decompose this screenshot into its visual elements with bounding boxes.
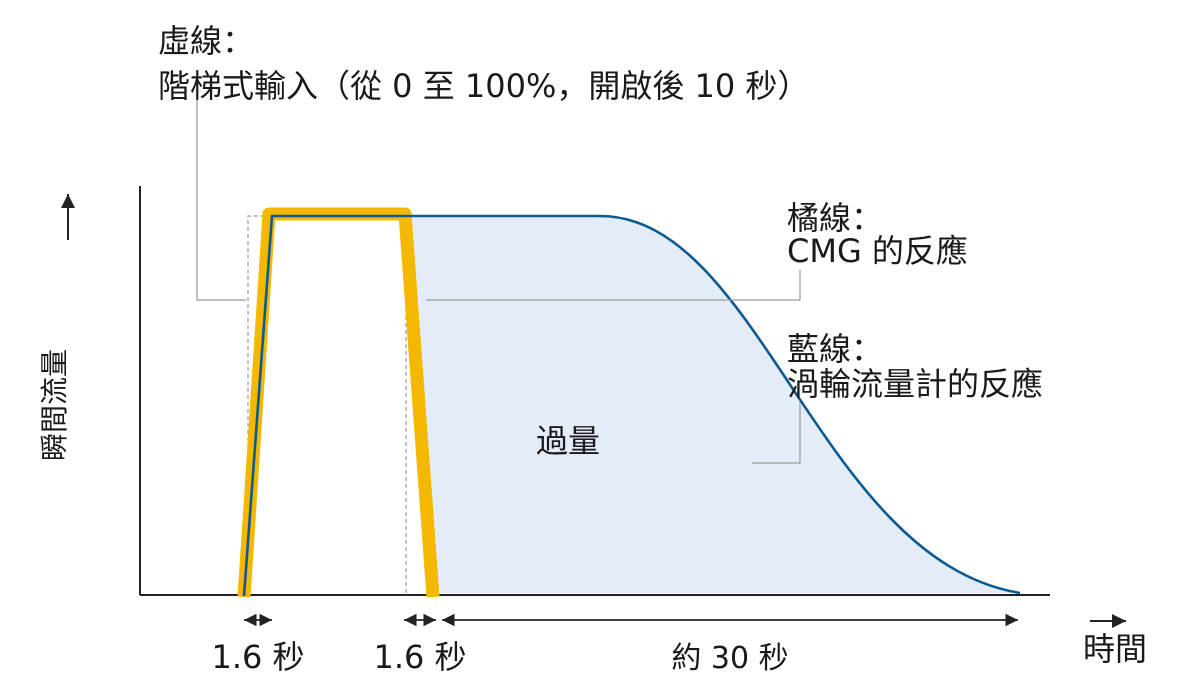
dashed-line-heading: 虛線： (158, 22, 254, 60)
rise-interval-label: 1.6 秒 (211, 638, 304, 676)
turbine-response-line (242, 214, 1021, 597)
y-axis-label: 瞬間流量 (38, 349, 71, 461)
dashed-leader-line (196, 95, 246, 301)
overshoot-label: 過量 (536, 422, 600, 460)
orange-leader-line (426, 270, 801, 301)
cmg-response-line (237, 207, 440, 598)
overshoot-area (412, 216, 1020, 593)
dashed-line-description: 階梯式輸入（從 0 至 100%，開啟後 10 秒） (158, 67, 809, 105)
x-axis-label: 時間 (1083, 630, 1147, 668)
orange-line-heading: 橘線： (787, 199, 883, 237)
blue-line-heading: 藍線： (787, 330, 883, 368)
blue-leader-line (752, 402, 801, 464)
blue-line-description: 渦輪流量計的反應 (787, 365, 1043, 403)
step-input-dashed-line (247, 215, 407, 595)
orange-line-description: CMG 的反應 (787, 232, 968, 270)
tail-interval-label: 約 30 秒 (671, 641, 788, 676)
fall-interval-label: 1.6 秒 (373, 638, 466, 676)
